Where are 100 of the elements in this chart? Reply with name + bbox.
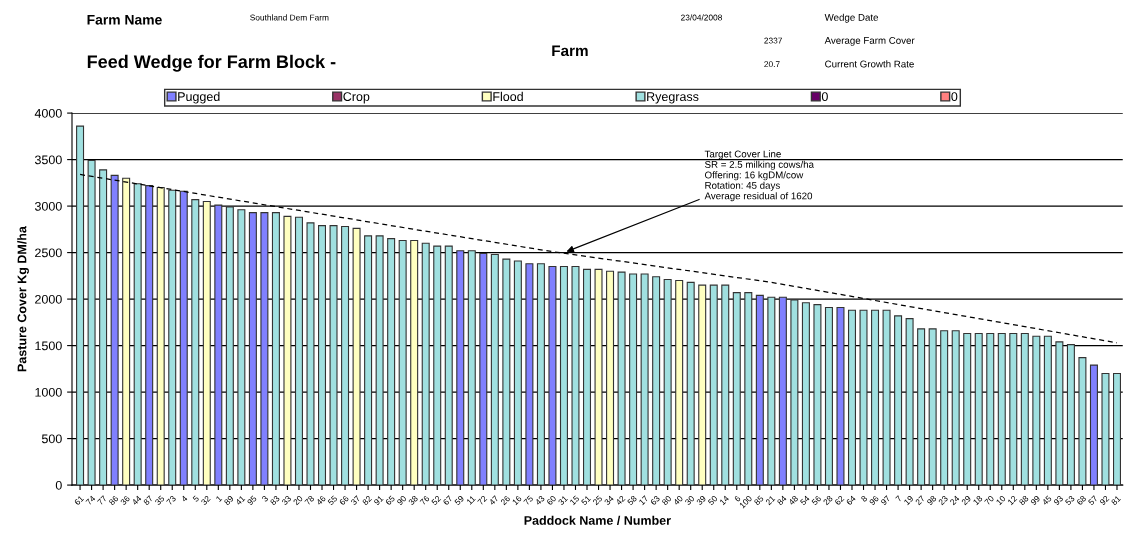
bar: [755, 294, 764, 486]
x-tick-label: 70: [984, 495, 995, 506]
bar: [778, 296, 787, 486]
bar: [917, 328, 926, 486]
bar: [1043, 335, 1052, 486]
bar: [974, 332, 983, 486]
x-tick-label: 34: [603, 495, 615, 506]
y-tick-label: 4000: [34, 108, 62, 118]
bar: [525, 263, 534, 486]
x-tick-label: 32: [200, 495, 211, 506]
bar: [145, 185, 154, 486]
bar: [214, 204, 223, 486]
x-tick-label: 74: [85, 495, 96, 506]
bar: [1055, 341, 1064, 486]
x-tick-label: 55: [327, 495, 338, 506]
bar: [582, 268, 592, 486]
bar: [364, 235, 373, 486]
bar: [110, 174, 119, 486]
bar: [87, 159, 96, 486]
x-tick-label: 85: [753, 495, 764, 506]
x-tick-label: 98: [926, 495, 937, 506]
x-tick-label: 95: [246, 495, 257, 506]
x-tick-label: 33: [281, 495, 292, 506]
x-tick-label: 15: [569, 495, 580, 506]
bar: [410, 239, 419, 486]
bar: [640, 273, 649, 486]
bar: [1101, 372, 1110, 486]
x-tick-label: 16: [511, 495, 522, 506]
bar: [744, 292, 753, 486]
bar: [456, 250, 465, 486]
bar: [536, 263, 545, 486]
x-tick-label: 57: [1087, 495, 1098, 506]
x-tick-label: 39: [696, 495, 707, 506]
text: 23/04/2008: [681, 14, 722, 21]
x-tick-label: 64: [845, 495, 857, 506]
x-tick-label: 63: [650, 495, 661, 506]
bar: [732, 292, 741, 486]
x-tick-label: 88: [1018, 495, 1029, 506]
bar: [433, 245, 442, 486]
legend-label: Pugged: [178, 91, 220, 104]
bar: [352, 227, 361, 486]
text: 2337: [764, 37, 782, 44]
x-tick-label: 47: [488, 495, 499, 506]
x-tick-label: 75: [523, 495, 534, 506]
x-tick-label: 62: [834, 495, 845, 506]
x-tick-label: 4: [180, 495, 188, 503]
x-tick-label: 46: [315, 495, 327, 506]
x-tick-label: 38: [408, 495, 419, 506]
x-tick-label: 61: [73, 495, 85, 506]
x-tick-label: 96: [868, 495, 880, 506]
x-tick-label: 1: [215, 495, 223, 502]
bar: [1112, 372, 1122, 486]
bar: [122, 177, 131, 486]
x-tick-label: 53: [1064, 495, 1075, 506]
x-tick-label: 73: [166, 495, 177, 506]
x-tick-label: 59: [454, 495, 465, 506]
bar: [548, 265, 557, 486]
x-tick-label: 60: [546, 495, 557, 506]
x-tick-label: 36: [119, 495, 131, 506]
bar: [202, 200, 211, 486]
bar: [1009, 332, 1018, 486]
x-tick-label: 3: [261, 495, 269, 503]
x-tick-label: 12: [1007, 495, 1018, 506]
bar: [617, 271, 626, 486]
bar: [1032, 335, 1041, 486]
x-tick-label: 58: [626, 495, 638, 506]
legend-label: Crop: [343, 92, 370, 104]
bar: [76, 125, 85, 486]
x-tick-label: 44: [131, 495, 142, 506]
bar: [444, 245, 453, 486]
bar: [294, 216, 303, 486]
bar: [606, 270, 615, 486]
bar: [813, 304, 822, 486]
bar: [882, 309, 891, 486]
x-tick-label: 10: [995, 495, 1006, 506]
bar: [237, 209, 246, 486]
text: Wedge Date: [824, 13, 879, 23]
text: Average Farm Cover: [824, 37, 915, 46]
x-axis-title: Paddock Name / Number: [524, 515, 671, 525]
x-tick-label: 52: [431, 495, 442, 506]
bar: [283, 215, 292, 486]
bar: [1089, 364, 1098, 486]
x-tick-label: 29: [961, 495, 972, 506]
x-tick-label: 17: [638, 495, 649, 506]
y-axis-title: Pasture Cover Kg DM/ha: [17, 226, 29, 372]
chart-title: Feed Wedge for Farm Block -: [87, 54, 336, 72]
bar: [986, 332, 995, 486]
x-tick-label: 77: [97, 495, 108, 506]
text: Southland Dem Farm: [250, 14, 329, 21]
x-tick-label: 93: [1053, 495, 1064, 506]
bar: [847, 309, 857, 486]
bar: [1078, 357, 1087, 486]
x-tick-label: 100: [739, 495, 753, 509]
bar: [490, 253, 499, 486]
x-tick-label: 14: [719, 495, 730, 506]
bar: [801, 302, 810, 486]
x-tick-label: 89: [223, 495, 234, 506]
bar: [836, 306, 845, 486]
bar: [479, 252, 488, 486]
bar: [156, 186, 165, 486]
